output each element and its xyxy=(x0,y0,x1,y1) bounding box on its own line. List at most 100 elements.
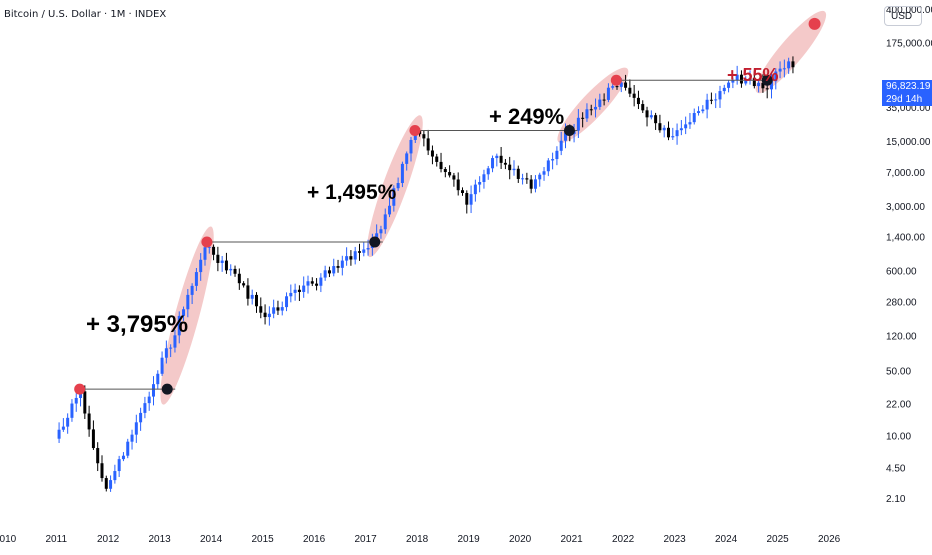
gain-label: + 3,795% xyxy=(86,311,188,338)
candle-body xyxy=(396,183,400,189)
candle-body xyxy=(182,309,186,316)
candle-body xyxy=(66,417,70,427)
candle-body xyxy=(302,285,306,292)
gain-label: + 1,495% xyxy=(307,181,397,204)
candle-body xyxy=(598,99,602,107)
currency-button[interactable]: USD xyxy=(884,6,922,26)
candle-body xyxy=(671,136,675,138)
candle-body xyxy=(306,281,310,286)
candle-body xyxy=(705,99,709,110)
candle-body xyxy=(254,294,258,307)
candle-body xyxy=(246,285,250,299)
candle-body xyxy=(87,413,91,430)
candle-body xyxy=(482,174,486,183)
candle-body xyxy=(212,246,216,255)
x-tick-label: 2021 xyxy=(561,534,584,545)
y-tick-label: 7,000.00 xyxy=(886,168,925,179)
candle-body xyxy=(533,179,537,189)
candle-body xyxy=(521,178,525,180)
candle-body xyxy=(675,130,679,137)
candle-body xyxy=(366,248,370,250)
candle-body xyxy=(340,260,344,268)
candle-body xyxy=(319,277,323,286)
x-tick-label: 2014 xyxy=(200,534,223,545)
candle-body xyxy=(151,384,155,397)
candle-body xyxy=(632,93,636,98)
x-tick-label: 2020 xyxy=(509,534,532,545)
candle-body xyxy=(315,283,319,286)
y-tick-label: 120.00 xyxy=(886,331,917,342)
candle-body xyxy=(272,307,276,314)
candle-body xyxy=(336,266,340,268)
candle-body xyxy=(563,132,567,141)
breakout-marker xyxy=(761,74,773,86)
candle-body xyxy=(585,109,589,119)
candle-body xyxy=(757,82,761,87)
y-tick-label: 400,000.00 xyxy=(886,5,932,16)
candle-body xyxy=(109,480,113,489)
candle-body xyxy=(503,162,507,165)
y-tick-label: 175,000.00 xyxy=(886,38,932,49)
candle-body xyxy=(207,246,211,248)
candle-body xyxy=(478,182,482,185)
candle-body xyxy=(452,175,456,180)
x-tick-label: 2024 xyxy=(715,534,738,545)
candle-body xyxy=(130,434,134,442)
candle-body xyxy=(744,80,748,84)
candle-body xyxy=(435,156,439,162)
candle-body xyxy=(203,247,207,260)
candle-body xyxy=(61,426,65,430)
candle-body xyxy=(791,61,795,68)
y-tick-label: 35,000.00 xyxy=(886,103,931,114)
x-tick-label: 2011 xyxy=(46,534,68,545)
candle-body xyxy=(460,190,464,194)
candle-body xyxy=(662,127,666,131)
y-tick-label: 4.50 xyxy=(886,464,906,475)
candle-body xyxy=(589,109,593,111)
candle-body xyxy=(134,422,138,435)
candle-body xyxy=(233,268,237,274)
candle-body xyxy=(267,313,271,318)
projected-peak-marker xyxy=(808,17,821,30)
candle-body xyxy=(559,140,563,151)
candle-body xyxy=(739,74,743,84)
cycle-highlight xyxy=(557,67,629,144)
candle-body xyxy=(83,391,87,414)
candle-body xyxy=(422,134,426,139)
candle-body xyxy=(177,315,181,336)
previous-top-marker xyxy=(201,236,213,248)
breakout-marker xyxy=(563,124,575,136)
previous-top-marker xyxy=(409,124,421,136)
candle-body xyxy=(160,357,164,374)
candle-body xyxy=(229,268,233,271)
candle-body xyxy=(529,179,533,189)
candle-body xyxy=(194,272,198,286)
y-tick-label: 600.00 xyxy=(886,267,917,278)
candle-body xyxy=(190,285,194,295)
candle-body xyxy=(611,86,615,88)
candle-body xyxy=(91,429,95,449)
candle-body xyxy=(641,104,645,111)
candle-body xyxy=(263,312,267,318)
candle-body xyxy=(310,281,314,284)
x-tick-label: 2017 xyxy=(355,534,378,545)
candle-body xyxy=(430,150,434,157)
candle-body xyxy=(594,106,598,110)
candle-body xyxy=(576,117,580,131)
candle-body xyxy=(57,429,61,439)
gain-label: + 249% xyxy=(489,104,564,129)
candle-body xyxy=(709,99,713,101)
candle-body xyxy=(512,168,516,171)
candle-body xyxy=(666,127,670,138)
candle-body xyxy=(349,256,353,260)
candle-body xyxy=(581,117,585,119)
candle-body xyxy=(104,478,108,489)
candle-body xyxy=(778,68,782,72)
candle-body xyxy=(499,155,503,163)
candle-body xyxy=(285,296,289,308)
candle-body xyxy=(439,161,443,170)
candle-body xyxy=(100,463,104,479)
candle-body xyxy=(164,348,168,358)
